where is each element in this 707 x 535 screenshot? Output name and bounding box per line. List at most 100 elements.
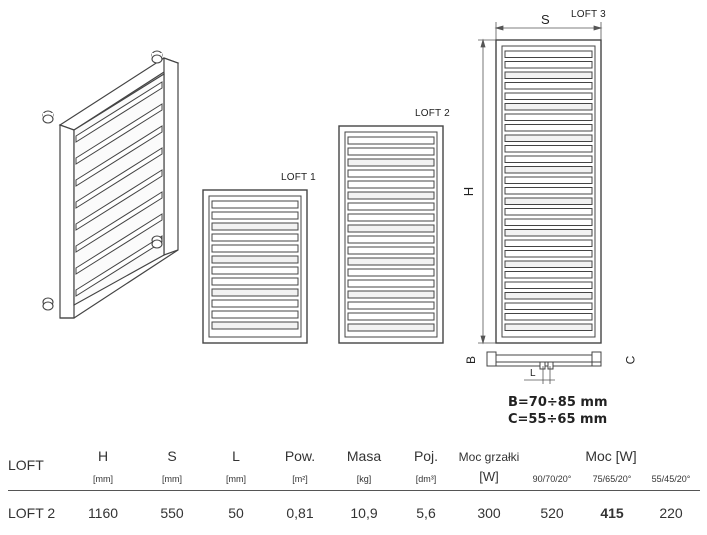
radiator-bar bbox=[211, 211, 299, 220]
unit-pow: [m²] bbox=[292, 474, 308, 484]
technical-drawing bbox=[42, 22, 603, 384]
cell-l: 50 bbox=[228, 505, 244, 521]
cell-h: 1160 bbox=[87, 505, 119, 521]
loft3-label: LOFT 3 bbox=[571, 9, 606, 20]
dimension-c-label: C bbox=[623, 355, 638, 365]
cell-masa: 10,9 bbox=[350, 505, 378, 521]
unit-s: [mm] bbox=[162, 474, 182, 484]
cell-power-3: 220 bbox=[659, 505, 683, 521]
radiator-bar bbox=[504, 113, 593, 121]
header-poj: Poj. bbox=[413, 448, 439, 464]
radiator-bar bbox=[504, 302, 593, 310]
radiator-bar bbox=[75, 81, 163, 143]
radiator-bar bbox=[347, 268, 435, 277]
radiator-bar bbox=[347, 290, 435, 299]
radiator-bar bbox=[211, 277, 299, 286]
radiator-bar bbox=[504, 155, 593, 163]
unit-poj: [dm³] bbox=[415, 474, 437, 484]
radiator-bar bbox=[211, 266, 299, 275]
power-sub-2: 75/65/20° bbox=[592, 474, 632, 484]
loft1-bars bbox=[211, 200, 299, 330]
radiator-bar bbox=[504, 281, 593, 289]
header-pow: Pow. bbox=[284, 448, 316, 464]
radiator-bar bbox=[347, 169, 435, 178]
radiator-bar bbox=[211, 244, 299, 253]
radiator-bar bbox=[504, 145, 593, 153]
radiator-perspective-mounts bbox=[42, 50, 163, 311]
range-c: C=55÷65 mm bbox=[508, 412, 608, 427]
radiator-bar bbox=[347, 279, 435, 288]
unit-masa: [kg] bbox=[356, 474, 372, 484]
radiator-bar bbox=[211, 299, 299, 308]
radiator-bar bbox=[347, 180, 435, 189]
radiator-bar bbox=[75, 103, 163, 165]
dimension-h-label: H bbox=[461, 186, 477, 197]
radiator-bar bbox=[347, 257, 435, 266]
radiator-bar bbox=[504, 292, 593, 300]
radiator-bar bbox=[347, 224, 435, 233]
radiator-bar bbox=[504, 124, 593, 132]
table-header-row: LOFT H S L Pow. Masa Poj. Moc grzałki Mo… bbox=[8, 440, 700, 473]
radiator-bar bbox=[504, 82, 593, 90]
power-sub-1: 90/70/20° bbox=[532, 474, 572, 484]
radiator-bar bbox=[347, 246, 435, 255]
cell-moc-grzalki: 300 bbox=[477, 505, 501, 521]
radiator-bar bbox=[504, 187, 593, 195]
radiator-bar bbox=[75, 147, 163, 209]
table-separator bbox=[8, 490, 700, 491]
radiator-bar bbox=[504, 260, 593, 268]
radiator-bar bbox=[504, 92, 593, 100]
dimension-b-label: B bbox=[464, 355, 479, 365]
spec-table: LOFT H S L Pow. Masa Poj. Moc grzałki Mo… bbox=[8, 440, 700, 535]
radiator-bar bbox=[504, 103, 593, 111]
header-h: H bbox=[97, 448, 109, 464]
header-loft: LOFT bbox=[8, 457, 44, 473]
header-moc-grzalki: Moc grzałki bbox=[458, 450, 520, 464]
radiator-bar bbox=[504, 134, 593, 142]
loft3-bars bbox=[504, 50, 593, 331]
radiator-bar bbox=[211, 233, 299, 242]
radiator-bar bbox=[504, 197, 593, 205]
radiator-bar bbox=[504, 176, 593, 184]
radiator-perspective-bars bbox=[75, 81, 163, 297]
header-l: L bbox=[232, 448, 240, 464]
radiator-bar bbox=[211, 288, 299, 297]
radiator-bar bbox=[504, 61, 593, 69]
radiator-bar bbox=[211, 255, 299, 264]
radiator-bar bbox=[75, 169, 163, 231]
radiator-bar bbox=[504, 229, 593, 237]
radiator-bar bbox=[504, 239, 593, 247]
unit-l: [mm] bbox=[226, 474, 246, 484]
header-masa: Masa bbox=[346, 448, 382, 464]
loft2-bars bbox=[347, 136, 435, 332]
bottom-profile bbox=[486, 351, 602, 384]
radiator-bar bbox=[347, 191, 435, 200]
radiator-bar bbox=[347, 312, 435, 321]
table-row: LOFT 2 1160 550 50 0,81 10,9 5,6 300 520… bbox=[8, 491, 700, 535]
radiator-bar bbox=[504, 250, 593, 258]
dimension-l-label: L bbox=[530, 368, 536, 379]
radiator-bar bbox=[504, 166, 593, 174]
radiator-bar bbox=[347, 158, 435, 167]
power-sub-3: 55/45/20° bbox=[651, 474, 691, 484]
radiator-bar bbox=[347, 213, 435, 222]
unit-moc-grzalki: [W] bbox=[479, 469, 499, 484]
radiator-bar bbox=[504, 50, 593, 58]
radiator-bar bbox=[347, 301, 435, 310]
radiator-bar bbox=[504, 71, 593, 79]
header-s: S bbox=[167, 448, 177, 464]
loft1-label: LOFT 1 bbox=[281, 172, 316, 183]
header-moc: Moc [W] bbox=[585, 448, 637, 464]
radiator-bar bbox=[347, 136, 435, 145]
cell-power-1: 520 bbox=[540, 505, 564, 521]
radiator-bar bbox=[504, 271, 593, 279]
radiator-bar bbox=[347, 147, 435, 156]
radiator-bar bbox=[75, 125, 163, 187]
radiator-bar bbox=[211, 200, 299, 209]
radiator-bar bbox=[504, 313, 593, 321]
radiator-bar bbox=[504, 218, 593, 226]
radiator-bar bbox=[211, 321, 299, 330]
radiator-bar bbox=[211, 222, 299, 231]
radiator-bar bbox=[347, 235, 435, 244]
radiator-bar bbox=[211, 310, 299, 319]
